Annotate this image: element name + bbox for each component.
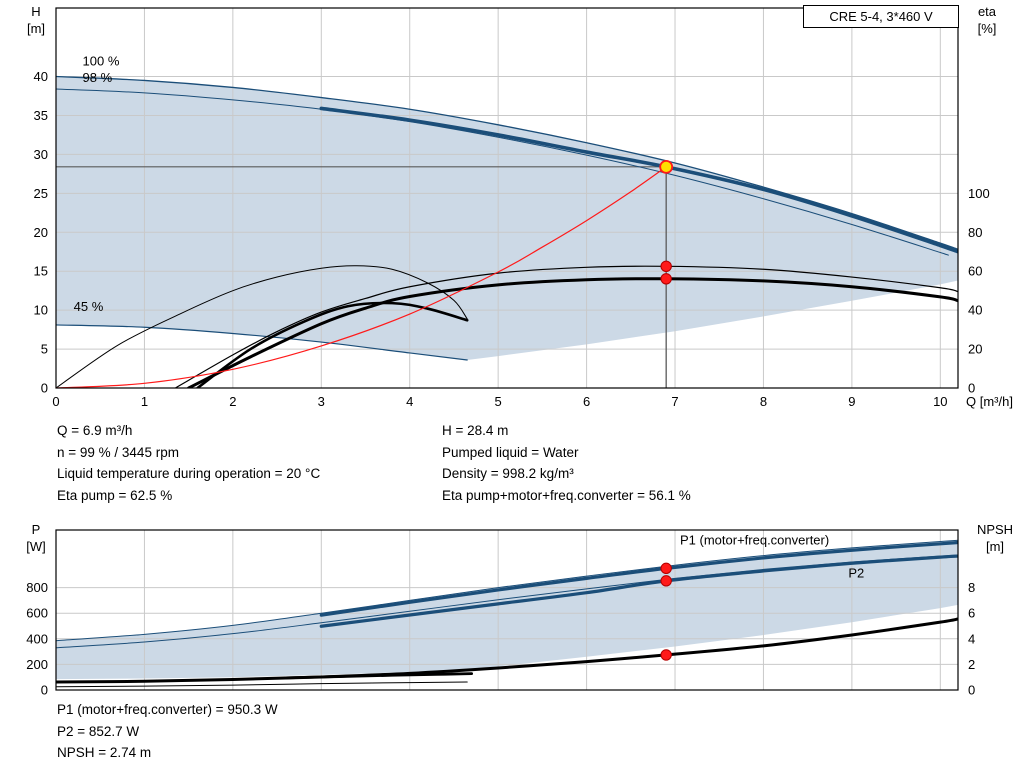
- y-right-axis-title: eta: [978, 4, 997, 19]
- y-right-axis-unit: [%]: [978, 21, 997, 36]
- plot-label: 100 %: [83, 54, 120, 69]
- y-right-tick-label: 4: [968, 631, 975, 646]
- y-left-tick-label: 20: [34, 225, 48, 240]
- plot-frame: [55, 7, 959, 389]
- x-tick-label: 4: [406, 394, 413, 409]
- info-line-eta-pump: Eta pump = 62.5 %: [57, 487, 173, 503]
- duty-markers: [659, 159, 674, 285]
- series-system-curve: [56, 166, 667, 388]
- y-left-tick-label: 600: [26, 606, 48, 621]
- plot-label: 45 %: [74, 299, 104, 314]
- y-right-axis-unit: [m]: [986, 539, 1004, 554]
- operating-data-column-2: H = 28.4 m Pumped liquid = Water Density…: [442, 420, 691, 506]
- series-eta-pump-motor-freq-curve: [187, 277, 958, 388]
- info-line-n: n = 99 % / 3445 rpm: [57, 444, 179, 460]
- y-left-tick-label: 0: [41, 683, 48, 698]
- y-left-tick-label: 400: [26, 631, 48, 646]
- y-right-tick-label: 8: [968, 580, 975, 595]
- info-line-pumped-liquid: Pumped liquid = Water: [442, 444, 579, 460]
- y-left-tick-label: 800: [26, 580, 48, 595]
- x-tick-label: 2: [229, 394, 236, 409]
- hq-eta-chart: 100 %98 %45 %0 1 2 3 4 5 6 7 8 9 10051015202530354…: [27, 4, 1013, 409]
- y-right-tick-label: 80: [968, 225, 982, 240]
- y-left-tick-label: 35: [34, 108, 48, 123]
- npsh-point: [660, 649, 672, 661]
- y-left-tick-label: 200: [26, 657, 48, 672]
- y-left-tick-label: 15: [34, 264, 48, 279]
- pump-model-box: CRE 5-4, 3*460 V: [803, 5, 959, 28]
- plot-label: P2: [848, 565, 864, 580]
- series-pump-curve-98pct: [56, 88, 949, 256]
- power-operating-envelope: [56, 540, 958, 680]
- info-line-density: Density = 998.2 kg/m³: [442, 466, 574, 481]
- y-left-axis-unit: [m]: [27, 21, 45, 36]
- x-tick-label: 6: [583, 394, 590, 409]
- info-line-p1: P1 (motor+freq.converter) = 950.3 W: [57, 702, 278, 717]
- operating-data-column-1: Q = 6.9 m³/h n = 99 % / 3445 rpm Liquid …: [57, 420, 320, 506]
- x-tick-label: 1: [141, 394, 148, 409]
- y-right-tick-label: 20: [968, 342, 982, 357]
- y-left-axis-title: H: [31, 4, 40, 19]
- allowed-operating-envelope: [56, 76, 958, 360]
- series-p1-curve-100pct: [56, 539, 958, 642]
- y-right-tick-label: 40: [968, 303, 982, 318]
- y-right-tick-label: 6: [968, 606, 975, 621]
- x-tick-label: 3: [318, 394, 325, 409]
- y-right-tick-label: 0: [968, 381, 975, 396]
- y-left-axis-unit: [W]: [26, 539, 46, 554]
- series-eta-total-reduced-speed-curve: [196, 301, 469, 388]
- plot-label: 98 %: [83, 70, 113, 85]
- y-right-tick-label: 2: [968, 657, 975, 672]
- series-npsh-curve: [56, 617, 958, 684]
- plot-label: P1 (motor+freq.converter): [680, 533, 829, 548]
- x-tick-label: 0: [52, 394, 59, 409]
- info-line-eta-total: Eta pump+motor+freq.converter = 56.1 %: [442, 487, 691, 503]
- power-npsh-chart: P1 (motor+freq.converter)P20200400600800…: [26, 522, 1013, 698]
- series-pump-curve-100pct: [56, 75, 958, 251]
- duty-point: [659, 159, 674, 174]
- p2-point: [660, 575, 672, 587]
- y-left-tick-label: 0: [41, 381, 48, 396]
- info-line-h: H = 28.4 m: [442, 423, 509, 438]
- x-axis-title: Q [m³/h]: [966, 394, 1013, 409]
- eta-total-point: [660, 273, 672, 285]
- y-right-axis-title: NPSH: [977, 522, 1013, 537]
- chart-areas: [56, 540, 958, 680]
- plot-frame: [55, 529, 959, 691]
- axis-tick-labels: 0 200 400 600 800 0 2 4 6 8: [26, 580, 975, 697]
- p1-point: [660, 562, 672, 575]
- info-line-q: Q = 6.9 m³/h: [57, 423, 133, 438]
- series-eta-pump-reduced-speed-curve: [56, 265, 468, 388]
- info-line-liquid-temp: Liquid temperature during operation = 20…: [57, 466, 321, 481]
- series-pump-curve-45pct: [56, 324, 468, 361]
- series-npsh-reduced-speed-curve: [56, 681, 468, 688]
- series-npsh-duty-segment: [284, 672, 474, 680]
- power-data-block: P1 (motor+freq.converter) = 950.3 W P2 =…: [57, 699, 278, 764]
- x-tick-label: 5: [495, 394, 502, 409]
- info-line-p2: P2 = 852.7 W: [57, 723, 140, 739]
- x-tick-label: 7: [671, 394, 678, 409]
- x-tick-label: 8: [760, 394, 767, 409]
- y-left-tick-label: 25: [34, 186, 48, 201]
- y-right-tick-label: 0: [968, 683, 975, 698]
- duty-markers: [660, 562, 672, 661]
- y-left-tick-label: 30: [34, 147, 48, 162]
- x-tick-label: 9: [848, 394, 855, 409]
- series-eta-pump-curve: [174, 265, 958, 388]
- y-left-tick-label: 40: [34, 69, 48, 84]
- y-right-tick-label: 100: [968, 186, 990, 201]
- eta-pump-point: [660, 260, 672, 273]
- y-left-tick-label: 10: [34, 303, 48, 318]
- chart-areas: [56, 76, 958, 360]
- info-line-npsh: NPSH = 2.74 m: [57, 745, 152, 760]
- y-right-tick-label: 60: [968, 264, 982, 279]
- y-left-axis-title: P: [32, 522, 41, 537]
- x-tick-label: 10: [933, 394, 947, 409]
- y-left-tick-label: 5: [41, 342, 48, 357]
